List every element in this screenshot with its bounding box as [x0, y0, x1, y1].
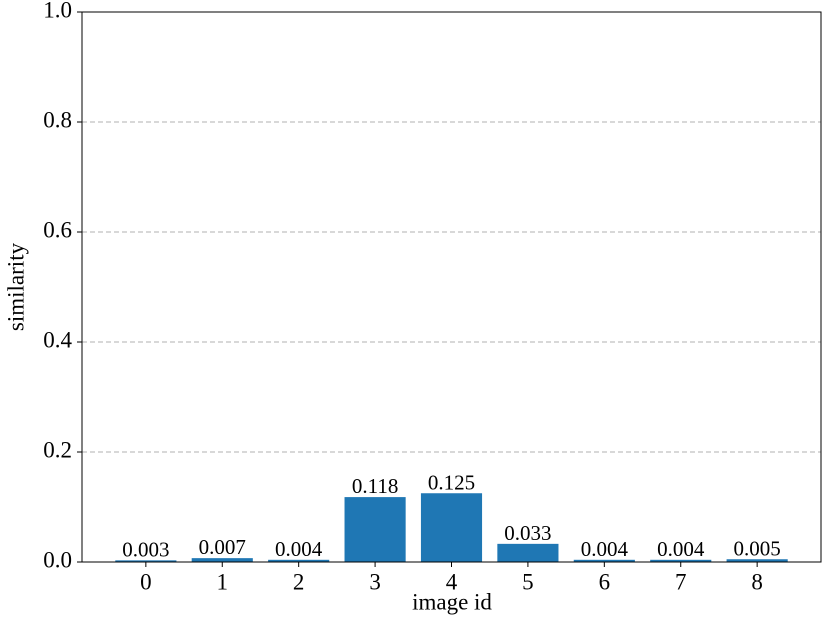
bar [650, 559, 712, 562]
value-label: 0.004 [581, 537, 629, 561]
value-label: 0.004 [275, 537, 323, 561]
value-label: 0.118 [352, 474, 398, 498]
y-tick-label: 0.0 [43, 547, 72, 572]
x-tick-label: 0 [140, 569, 152, 594]
x-tick-label: 3 [369, 569, 381, 594]
bar [191, 558, 253, 562]
y-tick-label: 0.4 [43, 327, 72, 352]
value-label: 0.005 [734, 536, 781, 560]
bar [268, 559, 330, 562]
bar [420, 493, 483, 562]
y-tick-label: 0.2 [43, 437, 72, 462]
value-label: 0.007 [199, 535, 246, 559]
x-axis-label: image id [412, 589, 492, 614]
x-tick-label: 7 [675, 569, 687, 594]
bar [726, 559, 788, 562]
x-tick-label: 6 [599, 569, 611, 594]
x-tick-label: 1 [217, 569, 229, 594]
plot-frame [81, 11, 822, 563]
x-tick-label: 8 [751, 569, 763, 594]
x-tick-label: 4 [446, 569, 458, 594]
y-axis-label: similarity [3, 242, 28, 331]
value-label: 0.033 [504, 521, 551, 545]
x-tick-label: 2 [293, 569, 305, 594]
value-label: 0.004 [657, 537, 705, 561]
bar [497, 543, 559, 562]
bar [573, 559, 635, 562]
value-label: 0.003 [122, 537, 169, 561]
y-tick-label: 0.8 [43, 107, 72, 132]
value-label: 0.125 [428, 470, 475, 494]
y-tick-label: 1.0 [43, 0, 72, 22]
bar [115, 560, 177, 562]
bar [344, 497, 406, 562]
x-tick-label: 5 [522, 569, 534, 594]
y-tick-label: 0.6 [43, 217, 72, 242]
